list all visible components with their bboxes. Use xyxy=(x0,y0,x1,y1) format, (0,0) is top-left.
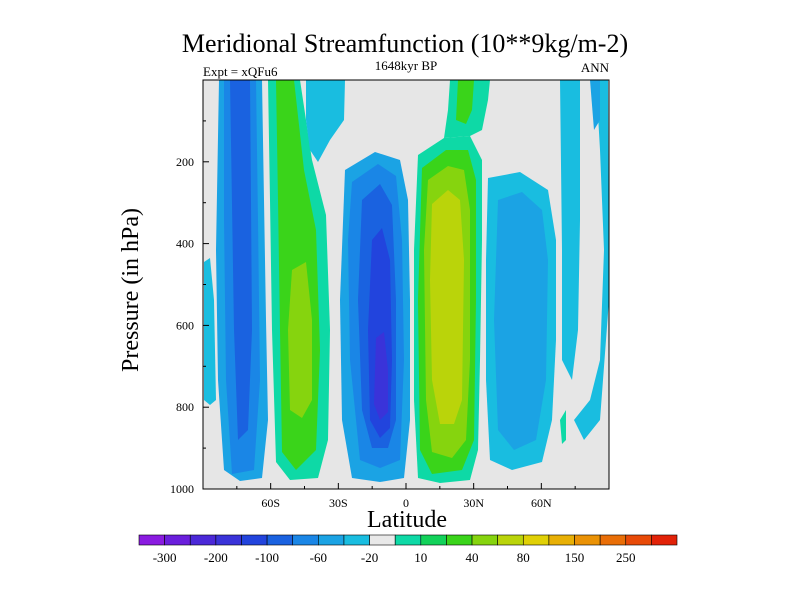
cell-north-ferrel-inner xyxy=(494,192,548,450)
y-tick-label: 600 xyxy=(176,318,194,332)
colorbar-label: 150 xyxy=(565,550,585,565)
x-tick-label: 0 xyxy=(403,496,409,510)
colorbar-swatch xyxy=(548,534,575,546)
colorbar-swatch xyxy=(164,534,191,546)
colorbar-label: 250 xyxy=(616,550,636,565)
colorbar-label: 10 xyxy=(414,550,427,565)
colorbar-swatch xyxy=(292,534,319,546)
colorbar-swatch xyxy=(522,534,550,546)
colorbar-label: -60 xyxy=(310,550,327,565)
colorbar-swatch xyxy=(189,534,217,546)
cell-polar-north-b xyxy=(574,80,609,440)
colorbar-swatch xyxy=(241,534,268,546)
equator-top-tongue-inner xyxy=(456,80,474,124)
cell-polar-north-c xyxy=(560,410,566,444)
colorbar-label: -200 xyxy=(204,550,228,565)
colorbar-swatch xyxy=(446,534,473,546)
colorbar-label: 40 xyxy=(466,550,479,565)
contour-layer xyxy=(204,80,609,483)
colorbar-labels: -300 -200 -100 -60 -20 10 40 80 150 250 xyxy=(153,550,636,565)
colorbar xyxy=(138,534,678,546)
x-axis-title: Latitude xyxy=(367,507,447,533)
chart-title: Meridional Streamfunction (10**9kg/m-2) xyxy=(182,29,628,58)
left-string: Expt = xQFu6 xyxy=(203,64,278,79)
colorbar-swatch xyxy=(266,534,294,546)
cell-south-pos-core xyxy=(288,262,312,418)
colorbar-swatch xyxy=(369,534,396,546)
colorbar-swatch xyxy=(471,534,498,546)
colorbar-swatch xyxy=(215,534,242,546)
colorbar-swatch xyxy=(497,534,524,546)
colorbar-swatch xyxy=(318,534,345,546)
colorbar-label: -100 xyxy=(255,550,279,565)
colorbar-swatch xyxy=(343,534,370,546)
y-axis-title: Pressure (in hPa) xyxy=(118,208,144,372)
y-tick-label: 400 xyxy=(176,237,194,251)
cell-polar-north-d xyxy=(590,80,600,130)
x-tick-label: 60N xyxy=(531,496,552,510)
colorbar-swatch xyxy=(420,534,447,546)
colorbar-swatch xyxy=(574,534,601,546)
cell-far-south-inner xyxy=(230,80,252,440)
y-tick-label: 800 xyxy=(176,400,194,414)
right-string: ANN xyxy=(581,60,610,75)
y-axis-ticks: 200 400 600 800 1000 xyxy=(170,120,209,496)
x-axis-ticks: 60S 30S 0 30N 60N xyxy=(236,483,576,510)
colorbar-swatch xyxy=(651,534,678,546)
south-edge-strip xyxy=(306,80,345,162)
x-tick-label: 30N xyxy=(463,496,484,510)
colorbar-label: -20 xyxy=(361,550,378,565)
x-tick-label: 60S xyxy=(261,496,280,510)
colorbar-swatch xyxy=(138,534,165,546)
cell-north-hadley-core xyxy=(430,190,464,424)
cell-polar-north-a xyxy=(560,80,580,380)
x-tick-label: 30S xyxy=(329,496,348,510)
colorbar-label: 80 xyxy=(517,550,530,565)
colorbar-swatch xyxy=(625,534,652,546)
cell-south-hadley-core xyxy=(374,332,388,420)
colorbar-label: -300 xyxy=(153,550,177,565)
y-tick-label: 1000 xyxy=(170,482,194,496)
center-string: 1648kyr BP xyxy=(375,58,437,73)
colorbar-swatch xyxy=(599,534,627,546)
cell-far-south-west-tail xyxy=(204,258,216,405)
y-tick-label: 200 xyxy=(176,155,194,169)
colorbar-swatch xyxy=(394,534,422,546)
